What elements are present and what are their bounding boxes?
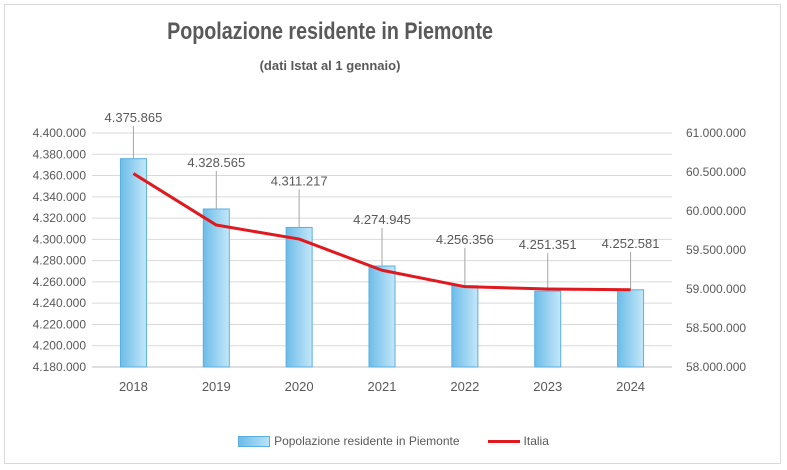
legend-swatch-line bbox=[487, 439, 520, 443]
data-label: 4.274.945 bbox=[353, 212, 411, 227]
data-label: 4.328.565 bbox=[187, 155, 245, 170]
y-left-tick-label: 4.360.000 bbox=[33, 169, 87, 183]
data-label: 4.375.865 bbox=[105, 110, 163, 125]
chart-title: Popolazione residente in Piemonte bbox=[167, 18, 493, 45]
bar bbox=[202, 208, 230, 368]
y-left-tick-label: 4.320.000 bbox=[33, 211, 87, 225]
x-tick-label: 2024 bbox=[616, 379, 645, 394]
legend-item-line: Italia bbox=[487, 434, 549, 448]
y-right-tick-label: 60.500.000 bbox=[686, 165, 746, 179]
y-right-tick-label: 61.000.000 bbox=[686, 126, 746, 140]
y-left-tick-label: 4.400.000 bbox=[33, 126, 87, 140]
line-series-italia bbox=[132, 172, 631, 292]
bar bbox=[285, 226, 313, 368]
bar bbox=[617, 289, 645, 368]
legend-item-bars: Popolazione residente in Piemonte bbox=[238, 434, 460, 448]
y-left-tick-label: 4.300.000 bbox=[33, 232, 87, 246]
x-tick-label: 2023 bbox=[533, 379, 562, 394]
bar bbox=[534, 290, 562, 368]
bar bbox=[451, 285, 479, 368]
chart-legend: Popolazione residente in Piemonte Italia bbox=[0, 434, 787, 448]
y-left-tick-label: 4.340.000 bbox=[33, 190, 87, 204]
x-tick-label: 2018 bbox=[119, 379, 148, 394]
y-left-tick-label: 4.240.000 bbox=[33, 296, 87, 310]
bar bbox=[368, 265, 396, 368]
bar bbox=[119, 158, 147, 368]
y-left-tick-label: 4.200.000 bbox=[33, 339, 87, 353]
x-tick-label: 2021 bbox=[368, 379, 397, 394]
y-right-tick-label: 60.000.000 bbox=[686, 204, 746, 218]
data-label: 4.256.356 bbox=[436, 232, 494, 247]
y-left-tick-label: 4.220.000 bbox=[33, 317, 87, 331]
y-right-tick-label: 59.500.000 bbox=[686, 243, 746, 257]
x-tick-label: 2020 bbox=[285, 379, 314, 394]
legend-swatch-bars bbox=[238, 435, 271, 447]
x-tick-label: 2022 bbox=[450, 379, 479, 394]
y-left-tick-label: 4.280.000 bbox=[33, 254, 87, 268]
y-left-tick-label: 4.180.000 bbox=[33, 360, 87, 374]
y-right-tick-label: 58.500.000 bbox=[686, 321, 746, 335]
y-left-tick-label: 4.380.000 bbox=[33, 147, 87, 161]
legend-label-bars: Popolazione residente in Piemonte bbox=[274, 434, 460, 448]
data-label: 4.252.581 bbox=[602, 236, 660, 251]
legend-label-line: Italia bbox=[523, 434, 549, 448]
data-label: 4.311.217 bbox=[271, 173, 328, 188]
y-right-tick-label: 59.000.000 bbox=[686, 282, 746, 296]
y-left-tick-label: 4.260.000 bbox=[33, 275, 87, 289]
y-right-tick-label: 58.000.000 bbox=[686, 360, 746, 374]
x-tick-label: 2019 bbox=[202, 379, 231, 394]
data-label: 4.251.351 bbox=[519, 237, 577, 252]
chart-subtitle: (dati Istat al 1 gennaio) bbox=[259, 58, 401, 73]
